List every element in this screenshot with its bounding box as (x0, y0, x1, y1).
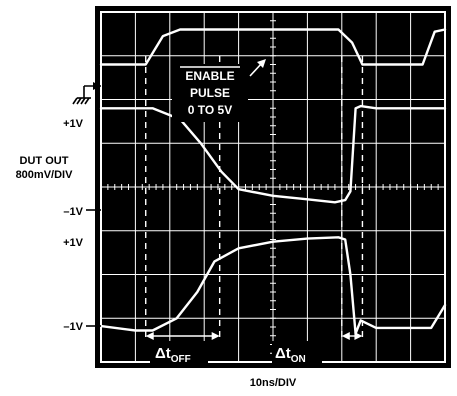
enable-pulse-trace (99, 28, 447, 66)
annotation-arrow-line (249, 62, 263, 77)
annotation-pulse: PULSE (190, 86, 230, 100)
delta-t-off-arrow-right-head (211, 332, 220, 340)
delta-t-off-arrow-left-head (145, 332, 154, 340)
annotation-enable: ENABLE (185, 69, 234, 83)
ground-reference-icon (72, 85, 101, 105)
delta-t-off-label: ΔtOFF (155, 345, 191, 365)
dut-output-falling-trace (99, 104, 447, 204)
delta-t-on-label: ΔtON (275, 345, 306, 365)
label-minus1v-mid: –1V (63, 206, 83, 218)
annotation-0-to-5v: 0 TO 5V (188, 103, 232, 117)
delta-t-on-arrow-left-head (341, 332, 350, 340)
delta-t-on-box (272, 341, 322, 363)
ground-arrow-icon (93, 82, 101, 90)
label-dut-out: DUT OUT (20, 155, 69, 167)
enable-annotation-box (172, 64, 248, 122)
dut-output-rising-trace (99, 236, 447, 335)
x-axis-label: 10ns/DIV (250, 377, 297, 389)
label-minus1v-bottom: –1V (63, 321, 83, 333)
waveform-traces (99, 28, 447, 335)
label-plus1v-low: +1V (63, 237, 84, 249)
delta-t-off-box (150, 341, 208, 363)
center-axis-ticks (107, 20, 439, 354)
label-plus1v-top: +1V (63, 118, 84, 130)
annotation-arrowhead-icon (257, 59, 266, 68)
label-scale: 800mV/DIV (16, 169, 74, 181)
